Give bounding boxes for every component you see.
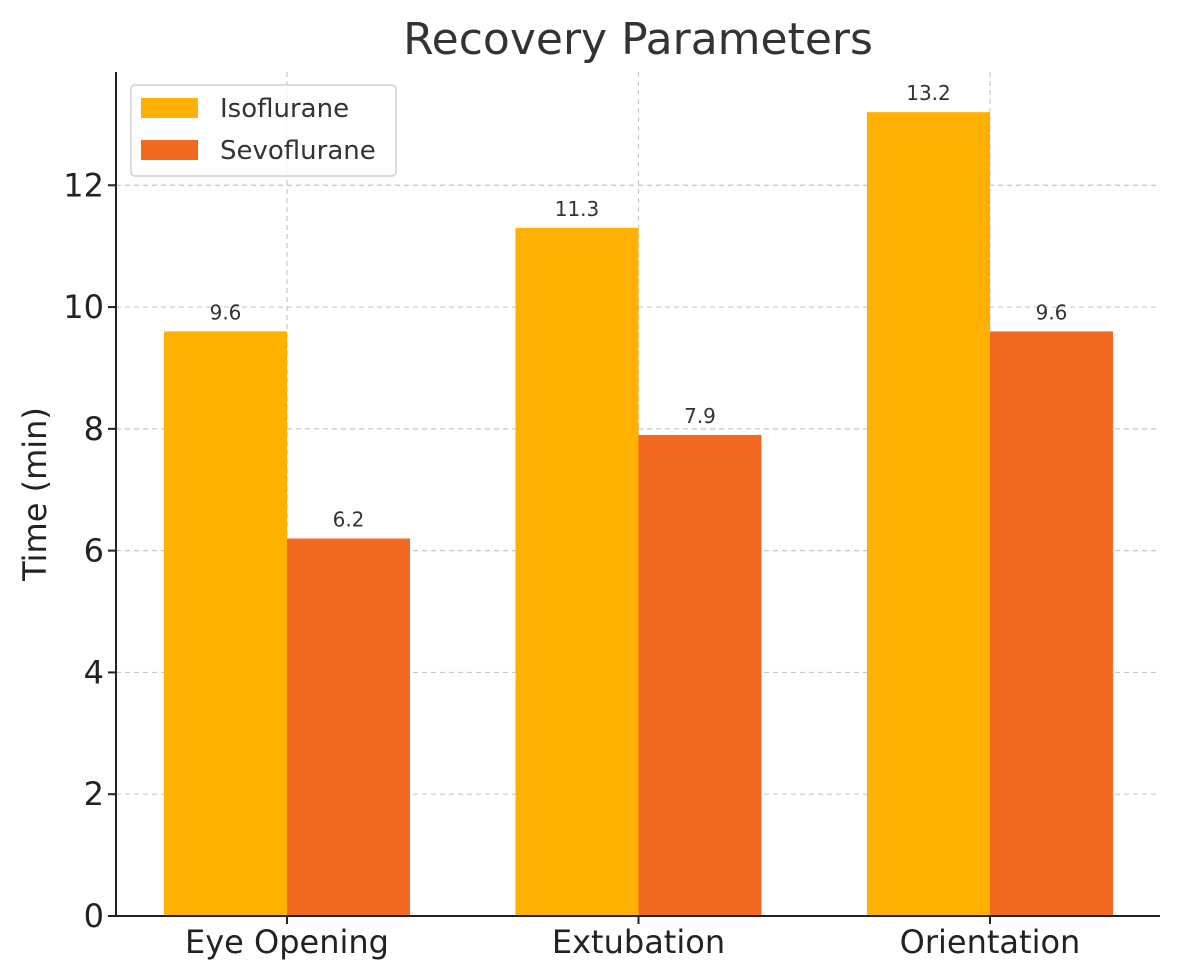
bar-sevoflurane-eye-opening bbox=[287, 538, 410, 916]
data-label: 11.3 bbox=[555, 197, 600, 221]
chart-title: Recovery Parameters bbox=[403, 14, 873, 65]
bars bbox=[164, 112, 1113, 917]
legend-swatch bbox=[141, 98, 198, 118]
x-tick-label: Extubation bbox=[552, 923, 725, 961]
y-tick-label: 6 bbox=[84, 532, 104, 570]
y-tick-label: 0 bbox=[84, 897, 104, 935]
y-tick-label: 4 bbox=[84, 653, 104, 691]
y-axis-label: Time (min) bbox=[16, 407, 54, 582]
y-tick-label: 10 bbox=[63, 288, 104, 326]
data-labels: 9.6 11.3 13.2 6.2 7.9 9.6 bbox=[210, 81, 1068, 531]
data-label: 9.6 bbox=[210, 300, 242, 324]
legend: Isoflurane Sevoflurane bbox=[130, 84, 397, 177]
data-label: 9.6 bbox=[1036, 300, 1068, 324]
bar-sevoflurane-extubation bbox=[638, 434, 762, 916]
bar-isoflurane-orientation bbox=[867, 112, 990, 916]
bar-sevoflurane-orientation bbox=[990, 331, 1113, 916]
legend-swatch bbox=[141, 140, 198, 160]
axes: 0 2 4 6 8 10 12 Eye Opening Extubation Orientatio… bbox=[63, 72, 1160, 961]
bar-isoflurane-eye-opening bbox=[164, 331, 287, 916]
bar-isoflurane-extubation bbox=[515, 227, 639, 917]
y-tick-label: 12 bbox=[63, 166, 104, 204]
data-label: 7.9 bbox=[684, 404, 716, 428]
y-tick-label: 2 bbox=[84, 775, 104, 813]
legend-label: Sevoflurane bbox=[220, 136, 376, 166]
data-label: 6.2 bbox=[333, 507, 365, 531]
x-tick-label: Orientation bbox=[900, 923, 1081, 961]
y-tick-label: 8 bbox=[84, 410, 104, 448]
x-tick-label: Eye Opening bbox=[185, 923, 389, 961]
legend-label: Isoflurane bbox=[220, 94, 349, 124]
data-label: 13.2 bbox=[906, 81, 951, 105]
